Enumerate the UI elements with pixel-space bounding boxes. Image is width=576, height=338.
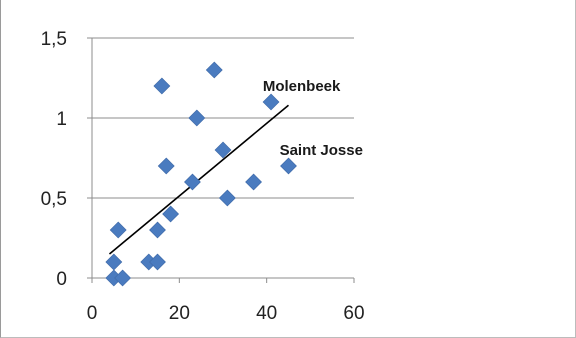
data-point bbox=[218, 189, 236, 207]
data-point bbox=[205, 61, 223, 79]
data-point bbox=[109, 221, 127, 239]
x-tick-label: 40 bbox=[256, 303, 277, 324]
data-point bbox=[262, 93, 280, 111]
x-tick-label: 0 bbox=[87, 303, 98, 324]
data-point bbox=[214, 141, 232, 159]
data-point bbox=[114, 269, 131, 287]
x-tick-label: 20 bbox=[169, 303, 190, 324]
data-point bbox=[149, 221, 166, 239]
annotations: Molenbeek Saint Josse bbox=[263, 78, 363, 159]
annotation-label: Saint Josse bbox=[280, 142, 363, 159]
gridlines bbox=[92, 37, 354, 199]
trendline bbox=[108, 104, 290, 255]
data-point bbox=[245, 173, 262, 191]
data-point bbox=[184, 173, 201, 191]
data-point bbox=[188, 109, 206, 127]
x-tick-label: 60 bbox=[343, 303, 364, 324]
axes bbox=[87, 37, 355, 283]
annotation-label: Molenbeek bbox=[263, 78, 341, 95]
y-tick-label: 1 bbox=[56, 109, 67, 130]
data-point bbox=[153, 77, 171, 95]
data-point bbox=[149, 253, 166, 271]
trendline-layer bbox=[108, 104, 290, 255]
data-point bbox=[157, 157, 175, 175]
data-point bbox=[105, 253, 123, 271]
y-tick-label: 0,5 bbox=[41, 189, 67, 210]
data-point bbox=[162, 205, 180, 223]
y-tick-label: 0 bbox=[56, 269, 67, 290]
data-point bbox=[280, 157, 297, 175]
data-points bbox=[105, 61, 297, 287]
y-tick-label: 1,5 bbox=[41, 29, 67, 50]
tick-labels: 0 0,5 1 1,5 0 20 40 60 bbox=[41, 29, 365, 324]
